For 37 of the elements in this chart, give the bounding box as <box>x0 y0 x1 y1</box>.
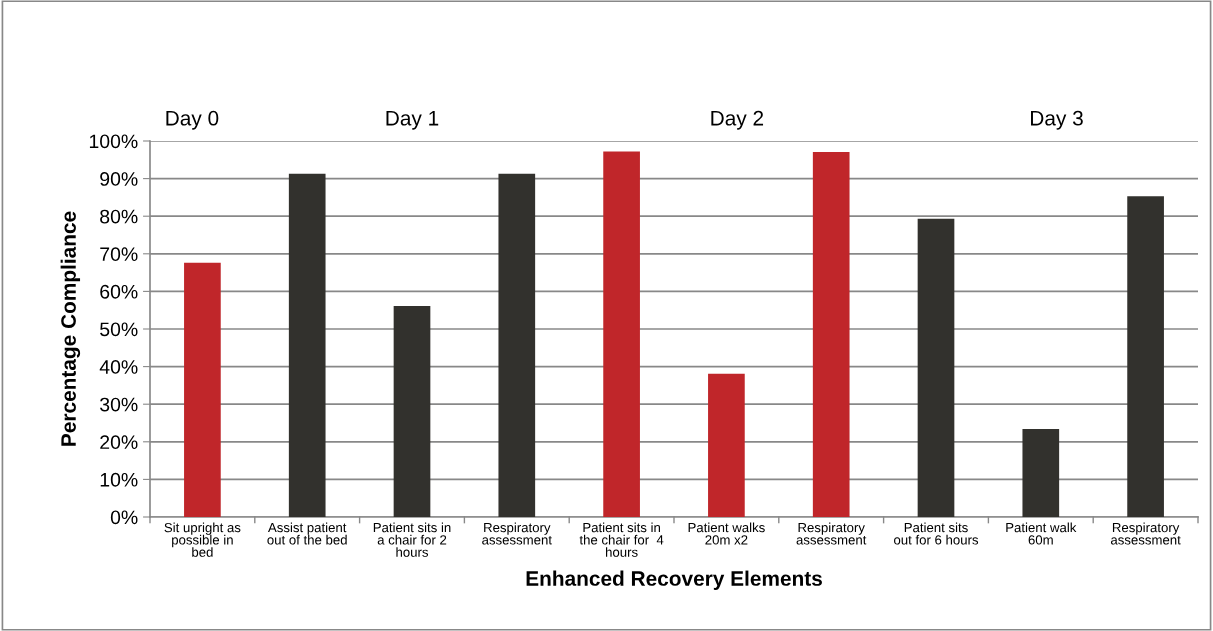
x-tick-label: Patient walk 60m <box>1006 522 1077 545</box>
y-tick-label: 60% <box>100 284 138 299</box>
y-tick-label: 80% <box>100 209 138 224</box>
x-tick-label: Patient sits in the chair for 4 hours <box>579 522 664 557</box>
y-axis-title: Percentage Compliance <box>60 211 81 446</box>
y-tick-label: 40% <box>99 360 138 374</box>
bar <box>603 151 640 517</box>
y-tick-label: 10% <box>100 472 138 487</box>
x-tick-label: Respiratory assessment <box>1110 522 1181 545</box>
text: Day 2 <box>711 110 764 130</box>
bar <box>917 218 955 517</box>
bar <box>1127 196 1164 517</box>
x-axis-title: Enhanced Recovery Elements <box>526 570 822 590</box>
bar <box>184 262 221 517</box>
bar <box>393 306 431 517</box>
x-tick-label: Patient sits in a chair for 2 hours <box>373 522 451 557</box>
x-tick-label: Respiratory assessment <box>482 522 552 545</box>
bar <box>708 373 745 517</box>
y-tick-label: 50% <box>100 322 138 337</box>
bar <box>1022 429 1060 517</box>
y-tick-label: 20% <box>100 435 138 450</box>
y-tick-label: 90% <box>100 172 138 186</box>
y-tick-label: 0% <box>110 510 138 525</box>
bar <box>288 173 326 517</box>
text: Day 3 <box>1031 110 1083 130</box>
y-tick-label: 70% <box>100 247 138 262</box>
text: Day 1 <box>386 111 439 130</box>
x-tick-label: Respiratory assessment <box>796 522 867 545</box>
text: Day 0 <box>166 110 219 130</box>
x-tick-label: Sit upright as possible in bed <box>164 522 241 557</box>
y-tick-label: 100% <box>89 134 138 149</box>
bar <box>812 151 850 517</box>
x-tick-label: Patient sits out for 6 hours <box>894 522 979 545</box>
x-tick-label: Assist patient out of the bed <box>267 522 347 545</box>
x-tick-label: Patient walks 20m x2 <box>688 522 765 545</box>
y-tick-label: 30% <box>100 397 138 412</box>
bar <box>498 173 536 517</box>
